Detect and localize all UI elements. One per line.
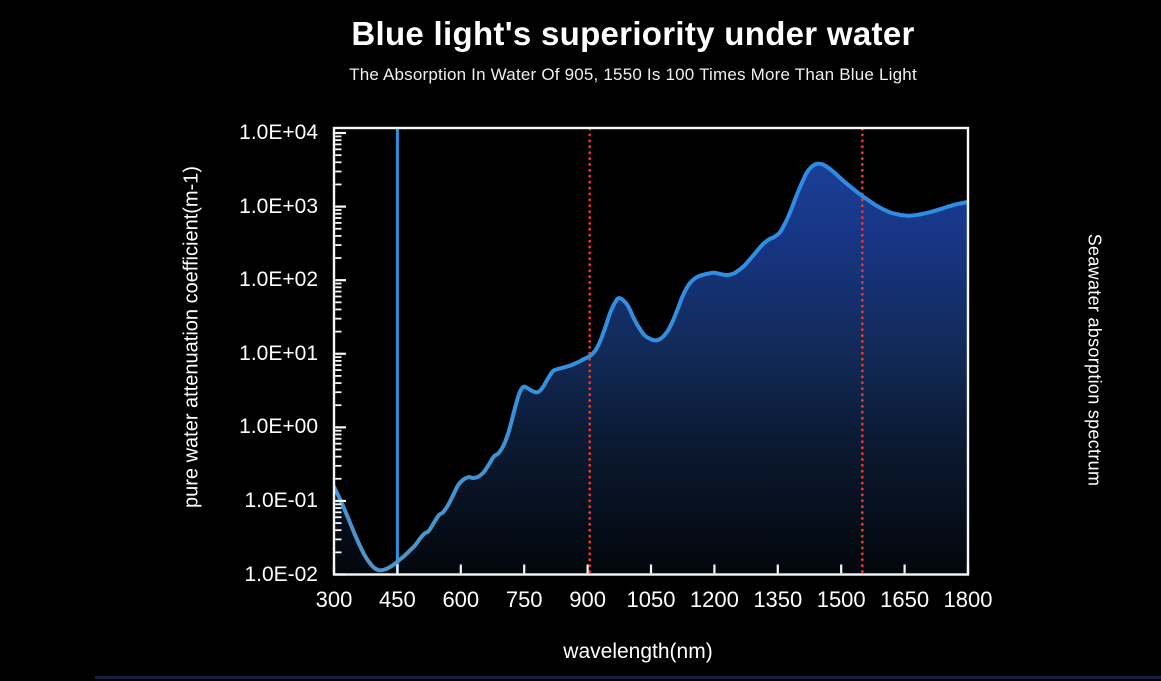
y-tick-label: 1.0E+01 [239,341,318,365]
plot-border [332,126,970,576]
page-subtitle: The Absorption In Water Of 905, 1550 Is … [349,65,917,84]
header: Blue light's superiority under water The… [105,13,1161,86]
bottom-accent-line [95,676,1161,679]
x-tick-label: 600 [442,587,480,612]
x-tick-label: 1500 [816,587,866,612]
y-tick-label: 1.0E+04 [239,121,318,144]
y-tick-label: 1.0E-02 [244,562,318,586]
x-tick-label: 1350 [753,587,803,612]
y-tick-label: 1.0E-01 [244,488,318,512]
area-fill [334,163,968,575]
x-tick-label: 1650 [880,587,930,612]
x-tick-label: 450 [379,587,416,612]
y-tick-label: 1.0E+03 [239,194,318,218]
absorption-curve [334,161,968,573]
x-tick-label: 1800 [943,587,993,612]
x-axis-title: wavelength(nm) [563,640,713,663]
y-tick-label: 1.0E+02 [239,268,318,292]
x-tick-label: 900 [569,587,606,612]
page-title: Blue light's superiority under water [351,15,915,52]
y-tick-label: 1.0E+00 [239,415,318,439]
x-tick-label: 750 [505,587,543,612]
x-tick-label: 300 [315,587,353,612]
x-tick-label: 1200 [689,587,739,612]
x-tick-label: 1050 [626,587,676,612]
